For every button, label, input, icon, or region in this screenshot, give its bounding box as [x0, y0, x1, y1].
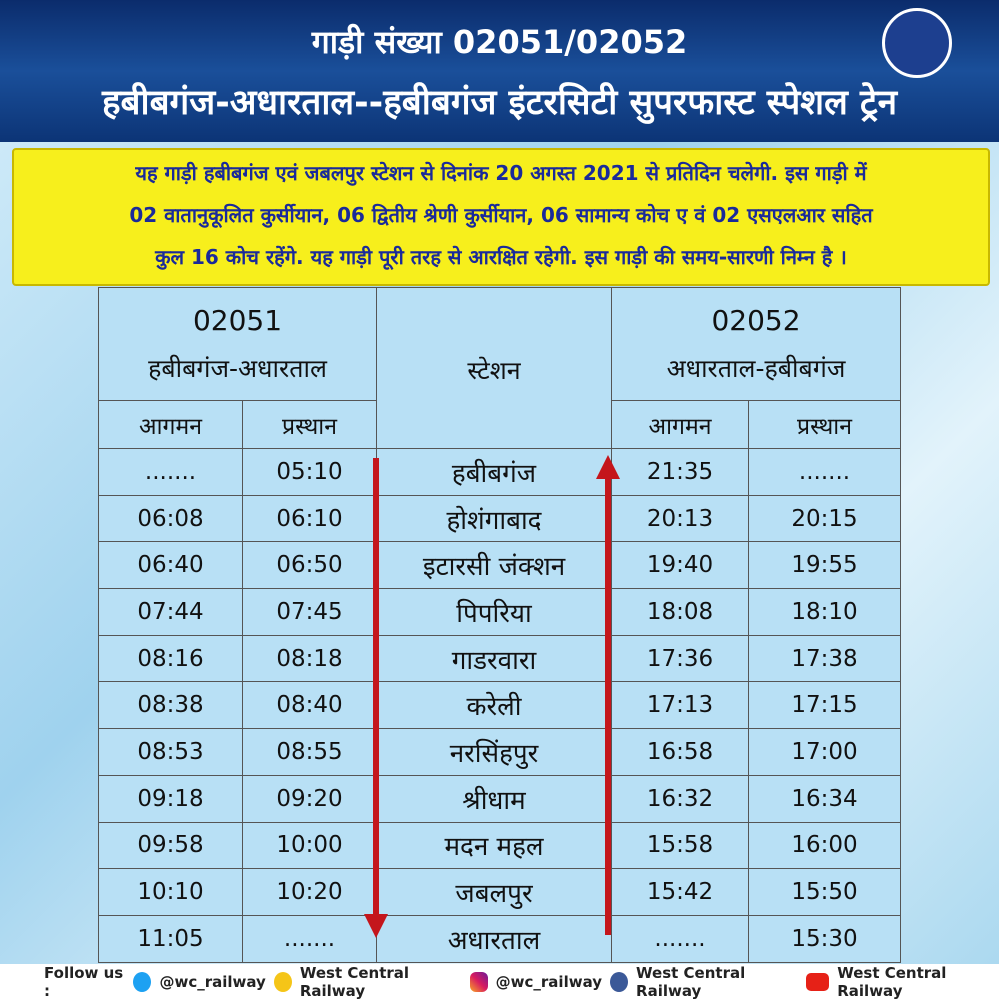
- time-cell: 09:20: [242, 774, 377, 823]
- social-link[interactable]: West Central Railway: [636, 963, 746, 999]
- station-cell: पिपरिया: [376, 588, 612, 636]
- notice-line: 02 वातानुकूलित कुर्सीयान, 06 द्वितीय श्र…: [129, 203, 873, 227]
- right-header: 02052 अधारताल-हबीबगंज: [611, 287, 901, 401]
- time-cell: 17:36: [611, 634, 749, 683]
- time-cell: 15:30: [748, 914, 901, 963]
- time-cell: 09:58: [98, 821, 243, 870]
- station-cell: इटारसी जंक्शन: [376, 541, 612, 590]
- station-cell: अधारताल: [376, 914, 612, 963]
- youtube-icon: [805, 972, 830, 991]
- time-cell: 10:20: [242, 868, 377, 916]
- station-header: स्टेशन: [376, 287, 612, 449]
- station-cell: हबीबगंज: [376, 448, 612, 496]
- time-cell: 19:55: [748, 541, 901, 590]
- timetable-row: 06:40 06:50 इटारसी जंक्शन 19:40 19:55: [98, 541, 901, 590]
- timetable-row: ....... 05:10 हबीबगंज 21:35.......: [98, 448, 901, 496]
- time-cell: 15:50: [748, 868, 901, 916]
- left-header: 02051 हबीबगंज-अधारताल: [98, 287, 377, 401]
- time-cell: 15:42: [611, 868, 749, 916]
- time-cell: 06:50: [242, 541, 377, 590]
- time-cell: 05:10: [242, 448, 377, 496]
- station-cell: करेली: [376, 681, 612, 730]
- time-cell: 20:15: [748, 494, 901, 543]
- time-cell: 21:35: [611, 448, 749, 496]
- time-cell: 16:00: [748, 821, 901, 870]
- follow-label: Follow us :: [44, 963, 124, 999]
- notice: यह गाड़ी हबीबगंज एवं जबलपुर स्टेशन से दि…: [12, 148, 990, 286]
- time-cell: 07:45: [242, 588, 377, 636]
- time-cell: 16:34: [748, 774, 901, 823]
- station-cell: श्रीधाम: [376, 774, 612, 823]
- facebook-icon: [610, 971, 629, 992]
- time-cell: 15:58: [611, 821, 749, 870]
- column-header: आगमन: [98, 400, 243, 449]
- column-header: प्रस्थान: [242, 400, 377, 449]
- timetable-row: 11:05....... अधारताल....... 15:30: [98, 914, 901, 963]
- twitter-icon: [133, 971, 152, 992]
- time-cell: .......: [242, 914, 377, 963]
- time-cell: 18:08: [611, 588, 749, 636]
- time-cell: 17:00: [748, 728, 901, 776]
- time-cell: 08:16: [98, 634, 243, 683]
- time-cell: 08:38: [98, 681, 243, 730]
- time-cell: 20:13: [611, 494, 749, 543]
- time-cell: 17:15: [748, 681, 901, 730]
- header: गाड़ी संख्या 02051/02052 हबीबगंज-अधारताल…: [0, 0, 999, 142]
- footer: Follow us : @wc_railway West Central Rai…: [0, 964, 999, 999]
- time-cell: 17:38: [748, 634, 901, 683]
- column-header: प्रस्थान: [748, 400, 901, 449]
- time-cell: 08:40: [242, 681, 377, 730]
- social-link[interactable]: West Central Railway: [837, 963, 947, 999]
- time-cell: .......: [748, 448, 901, 496]
- station-cell: मदन महल: [376, 821, 612, 870]
- route: अधारताल-हबीबगंज: [666, 353, 846, 383]
- timetable-row: 09:18 09:20 श्रीधाम 16:32 16:34: [98, 774, 901, 823]
- timetable-row: 10:10 10:20 जबलपुर 15:42 15:50: [98, 868, 901, 916]
- time-cell: 10:00: [242, 821, 377, 870]
- time-cell: 16:32: [611, 774, 749, 823]
- train-number: 02051: [192, 303, 283, 337]
- train-number: 02052: [711, 303, 801, 337]
- instagram-icon: [469, 971, 488, 992]
- station-cell: गाडरवारा: [376, 634, 612, 683]
- time-cell: 07:44: [98, 588, 243, 636]
- time-cell: 08:53: [98, 728, 243, 776]
- timetable: 02051 हबीबगंज-अधारताल स्टेशन 02052 अधारताल…: [98, 287, 901, 963]
- time-cell: 06:10: [242, 494, 377, 543]
- time-cell: 06:08: [98, 494, 243, 543]
- time-cell: 16:58: [611, 728, 749, 776]
- column-header: आगमन: [611, 400, 749, 449]
- timetable-row: 08:38 08:40 करेली 17:13 17:15: [98, 681, 901, 730]
- time-cell: .......: [611, 914, 749, 963]
- time-cell: 06:40: [98, 541, 243, 590]
- subtitle: हबीबगंज-अधारताल--हबीबगंज इंटरसिटी सुपरफा…: [101, 83, 898, 123]
- time-cell: 09:18: [98, 774, 243, 823]
- time-cell: 10:10: [98, 868, 243, 916]
- timetable-row: 07:44 07:45 पिपरिया 18:08 18:10: [98, 588, 901, 636]
- logo: [882, 8, 952, 78]
- time-cell: 19:40: [611, 541, 749, 590]
- timetable-row: 09:58 10:00 मदन महल 15:58 16:00: [98, 821, 901, 870]
- station-cell: नरसिंहपुर: [376, 728, 612, 776]
- time-cell: 11:05: [98, 914, 243, 963]
- notice-line: कुल 16 कोच रहेंगे. यह गाड़ी पूरी तरह से …: [155, 245, 847, 269]
- social-link[interactable]: West Central Railway: [299, 963, 410, 999]
- station-cell: जबलपुर: [376, 868, 612, 916]
- station-cell: होशंगाबाद: [376, 494, 612, 543]
- koo-icon: [273, 971, 292, 992]
- social-link[interactable]: @wc_railway: [495, 972, 603, 991]
- timetable-row: 08:53 08:55 नरसिंहपुर 16:58 17:00: [98, 728, 901, 776]
- social-link[interactable]: @wc_railway: [159, 972, 266, 991]
- notice-line: यह गाड़ी हबीबगंज एवं जबलपुर स्टेशन से दि…: [135, 161, 867, 185]
- route: हबीबगंज-अधारताल: [148, 353, 327, 383]
- time-cell: 18:10: [748, 588, 901, 636]
- timetable-row: 08:16 08:18 गाडरवारा 17:36 17:38: [98, 634, 901, 683]
- time-cell: .......: [98, 448, 243, 496]
- time-cell: 08:18: [242, 634, 377, 683]
- title: गाड़ी संख्या 02051/02052: [311, 23, 688, 61]
- timetable-row: 06:08 06:10 होशंगाबाद 20:13 20:15: [98, 494, 901, 543]
- time-cell: 17:13: [611, 681, 749, 730]
- time-cell: 08:55: [242, 728, 377, 776]
